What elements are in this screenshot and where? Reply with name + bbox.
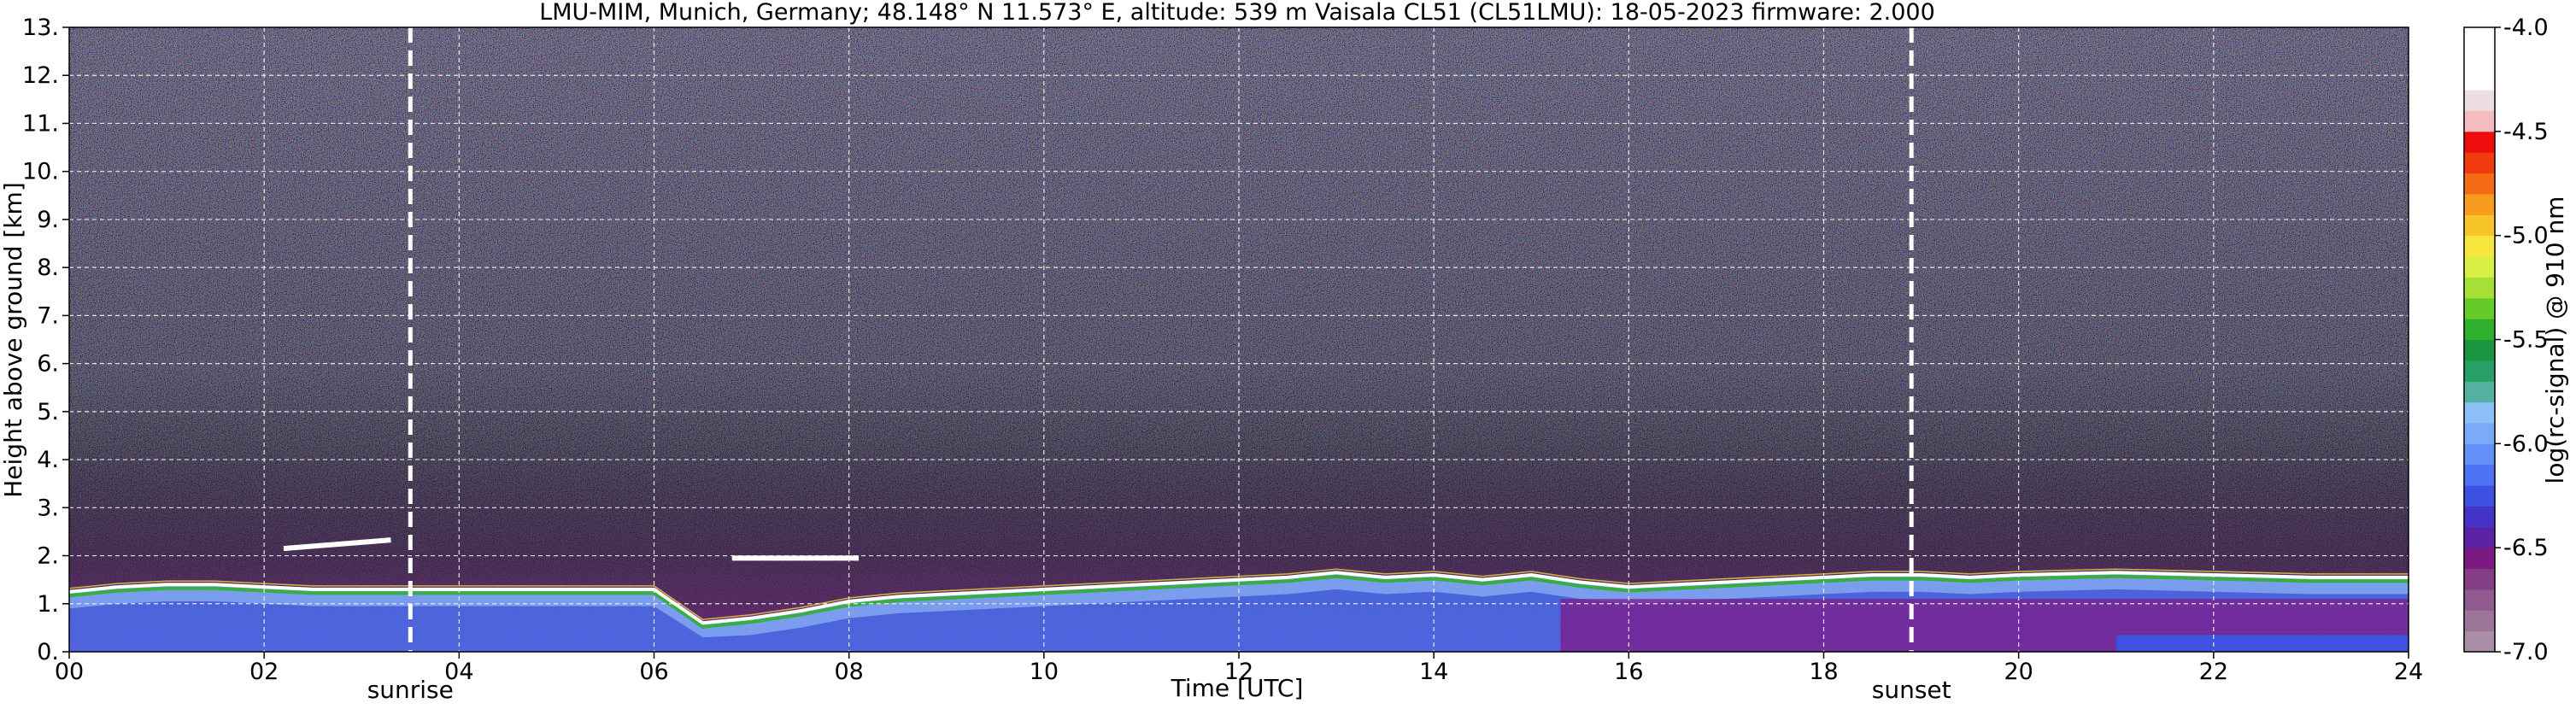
y-tick-label: 3. [37,495,59,521]
colorbar-segment [2464,339,2495,361]
colorbar-segment [2464,319,2495,340]
colorbar-segment [2464,193,2495,215]
y-tick-label: 8. [37,255,59,281]
colorbar-tick-label: -5.0 [2503,223,2549,249]
x-tick-label: 20 [2004,659,2033,685]
colorbar-segment [2464,131,2495,153]
colorbar-segment [2464,526,2495,548]
colorbar-segment [2464,173,2495,195]
colorbar-tick-label: -6.0 [2503,431,2549,457]
x-axis-ticks: 00 02 04 06 08 10 12 14 16 18 20 22 24 [55,652,2423,685]
y-tick-label: 0. [37,639,59,665]
y-tick-label: 1. [37,591,59,618]
y-tick-label: 9. [37,207,59,233]
colorbar-segment [2464,277,2495,299]
colorbar-segment [2464,568,2495,590]
colorbar-segment [2464,630,2495,653]
colorbar: -4.0 -4.5 -5.0 -5.5 -6.0 -6.5 -7.0 log(rc-sign… [2463,15,2569,665]
y-tick-label: 7. [37,302,59,329]
colorbar-segment [2464,485,2495,507]
colorbar-tick-label: -7.0 [2503,639,2549,665]
colorbar-segment [2464,548,2495,570]
colorbar-segment [2464,235,2495,257]
x-tick-label: 02 [249,659,279,685]
sunrise-label: sunrise [367,676,454,704]
colorbar-tick-label: -6.5 [2503,535,2549,561]
x-tick-label: 18 [1809,659,1838,685]
colorbar-segment [2464,464,2495,486]
night-surface-layer [2115,635,2409,652]
sunset-label: sunset [1872,676,1951,704]
chart-title: LMU-MIM, Munich, Germany; 48.148° N 11.5… [539,0,1935,26]
grid-lines [69,27,2409,652]
y-tick-label: 12. [22,62,59,89]
y-tick-label: 5. [37,399,59,425]
x-tick-label: 14 [1419,659,1448,685]
colorbar-segment [2464,68,2495,91]
x-tick-label: 00 [55,659,84,685]
colorbar-segment [2464,360,2495,382]
y-tick-label: 2. [37,543,59,570]
y-tick-label: 13. [22,15,59,41]
y-tick-label: 6. [37,351,59,378]
elevated-aerosol-layer [283,537,391,552]
colorbar-segment [2464,297,2495,319]
colorbar-segment [2464,48,2495,70]
colorbar-segment [2464,152,2495,174]
x-tick-label: 06 [639,659,668,685]
colorbar-tick-label: -4.0 [2503,15,2549,41]
colorbar-tick-label: -4.5 [2503,119,2549,145]
colorbar-label: log(rc-signal) @ 910 nm [2541,196,2569,484]
y-axis-label: Height above ground [km] [0,182,27,498]
colorbar-segment [2464,110,2495,132]
colorbar-segment [2464,90,2495,111]
y-axis-ticks: 0. 1. 2. 3. 4. 5. 6. 7. 8. 9. 10. 11. 12. 13. [22,15,69,665]
y-tick-label: 4. [37,447,59,473]
colorbar-segment [2464,422,2495,444]
x-tick-label: 10 [1030,659,1059,685]
colorbar-segment [2464,610,2495,632]
colorbar-segment [2464,443,2495,466]
x-tick-label: 22 [2199,659,2228,685]
x-tick-label: 08 [834,659,863,685]
x-tick-label: 16 [1614,659,1643,685]
x-axis-label: Time [UTC] [1171,674,1304,702]
colorbar-segment [2464,506,2495,528]
colorbar-segment [2464,589,2495,611]
x-tick-label: 24 [2394,659,2423,685]
colorbar-segment [2464,401,2495,424]
x-tick-label: 04 [444,659,473,685]
y-tick-label: 11. [22,110,59,137]
colorbar-segment [2464,256,2495,278]
colorbar-segment [2464,27,2495,49]
y-tick-label: 10. [22,159,59,185]
colorbar-tick-label: -5.5 [2503,327,2549,354]
colorbar-segment [2464,381,2495,403]
colorbar-segment [2464,214,2495,237]
x-tick-label: 12 [1224,659,1253,685]
